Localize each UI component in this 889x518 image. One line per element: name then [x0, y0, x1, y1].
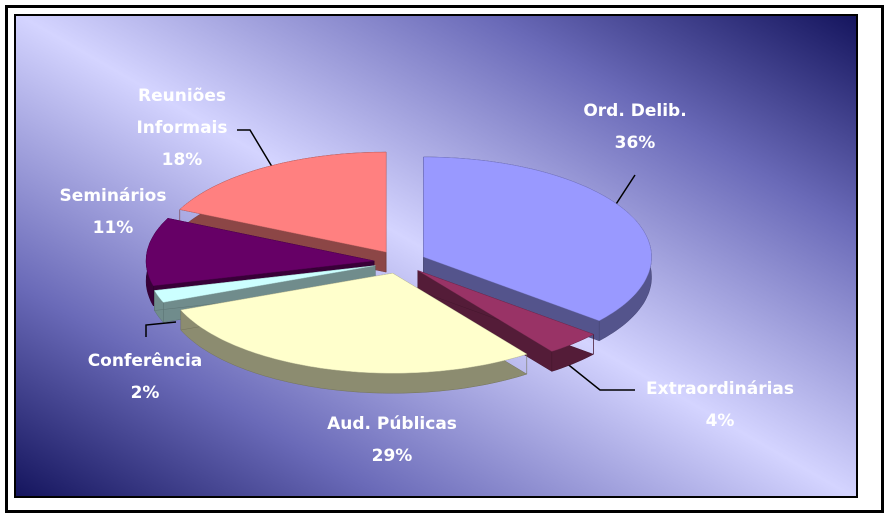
data-label: Seminários 11%	[28, 180, 198, 245]
category-label: Reuniões Informais	[136, 86, 228, 138]
leader-line	[237, 129, 281, 181]
data-label: Ord. Delib. 36%	[550, 95, 720, 160]
leader-lines	[145, 129, 636, 391]
percent-label: 11%	[92, 218, 134, 238]
percent-label: 29%	[371, 446, 413, 466]
percent-label: 4%	[705, 411, 735, 431]
pie-slice	[423, 156, 652, 322]
category-label: Aud. Públicas	[327, 414, 457, 434]
data-label: Reuniões Informais 18%	[122, 80, 242, 177]
pie-slice	[180, 272, 528, 374]
leader-line	[564, 361, 635, 391]
category-label: Conferência	[87, 351, 203, 371]
percent-label: 2%	[130, 383, 160, 403]
pie-slice	[417, 270, 595, 352]
data-label: Conferência 2%	[60, 345, 230, 410]
pie-slice	[179, 151, 387, 253]
category-label: Extraordinárias	[646, 379, 794, 399]
percent-label: 36%	[614, 133, 656, 153]
data-label: Extraordinárias 4%	[635, 373, 805, 438]
leader-line	[145, 321, 177, 337]
pie-slice	[145, 218, 375, 287]
category-label: Ord. Delib.	[583, 101, 687, 121]
data-label: Aud. Públicas 29%	[307, 408, 477, 473]
percent-label: 18%	[161, 150, 203, 170]
pie-slice	[153, 265, 376, 303]
category-label: Seminários	[59, 186, 167, 206]
